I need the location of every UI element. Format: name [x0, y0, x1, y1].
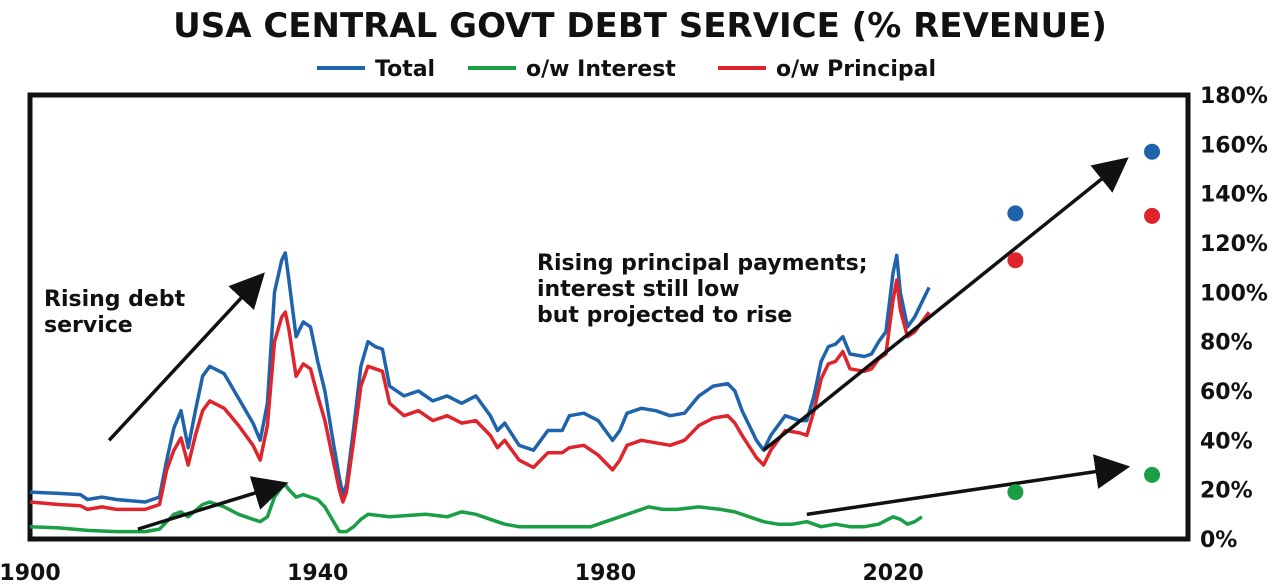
projected-point-total [1144, 143, 1161, 160]
legend: Total o/w Interest o/w Principal [317, 57, 936, 82]
projected-points [1007, 143, 1161, 501]
annotation-line: Rising principal payments; [537, 251, 868, 276]
annotation-text: Rising principal payments; interest still… [537, 251, 868, 328]
y-axis: 0% 20% 40% 60% 80% 100% 120% 140% 160% 180% [1200, 84, 1268, 553]
annotation-arrow [107, 272, 265, 442]
y-tick-label: 80% [1200, 331, 1253, 356]
series-layer [29, 251, 931, 534]
series-line-o-w-interest [29, 482, 923, 534]
projected-point-o-w-interest [1007, 484, 1024, 501]
series-line-o-w-principal [29, 278, 931, 512]
y-tick-label: 0% [1200, 528, 1237, 553]
series-line-total [29, 251, 931, 504]
projected-point-o-w-interest [1144, 466, 1161, 483]
annotation-arrow [137, 476, 289, 531]
chart-title: USA CENTRAL GOVT DEBT SERVICE (% REVENUE… [173, 6, 1107, 46]
annotation-line: Rising debt [44, 287, 186, 312]
y-tick-label: 100% [1200, 281, 1268, 306]
legend-label-o-w-interest: o/w Interest [526, 57, 676, 82]
x-tick-label: 2020 [862, 561, 923, 586]
annotation-line: but projected to rise [537, 303, 792, 328]
annotation-line: interest still low [537, 277, 740, 302]
y-tick-label: 120% [1200, 232, 1268, 257]
y-tick-label: 140% [1200, 183, 1268, 208]
projected-point-o-w-principal [1144, 207, 1161, 224]
plot-frame [27, 92, 1191, 542]
projected-point-total [1007, 205, 1024, 222]
projected-point-o-w-principal [1007, 252, 1024, 269]
legend-label-total: Total [375, 57, 435, 82]
x-tick-label: 1980 [575, 561, 636, 586]
x-tick-label: 1900 [0, 561, 61, 586]
y-tick-label: 20% [1200, 479, 1253, 504]
x-axis: 1900 1940 1980 2020 [0, 561, 924, 586]
y-tick-label: 60% [1200, 380, 1253, 405]
arrow-layer [107, 157, 1131, 531]
annotation-text: Rising debt service [44, 287, 186, 338]
annotation-line: service [44, 313, 133, 338]
y-tick-label: 160% [1200, 133, 1268, 158]
annotation-arrow [806, 454, 1131, 517]
x-tick-label: 1940 [287, 561, 348, 586]
annotation-arrow [762, 157, 1129, 452]
annotation-layer: Rising debt service Rising principal payme… [44, 251, 868, 338]
y-tick-label: 180% [1200, 84, 1268, 109]
y-tick-label: 40% [1200, 429, 1253, 454]
legend-label-o-w-principal: o/w Principal [776, 57, 936, 82]
